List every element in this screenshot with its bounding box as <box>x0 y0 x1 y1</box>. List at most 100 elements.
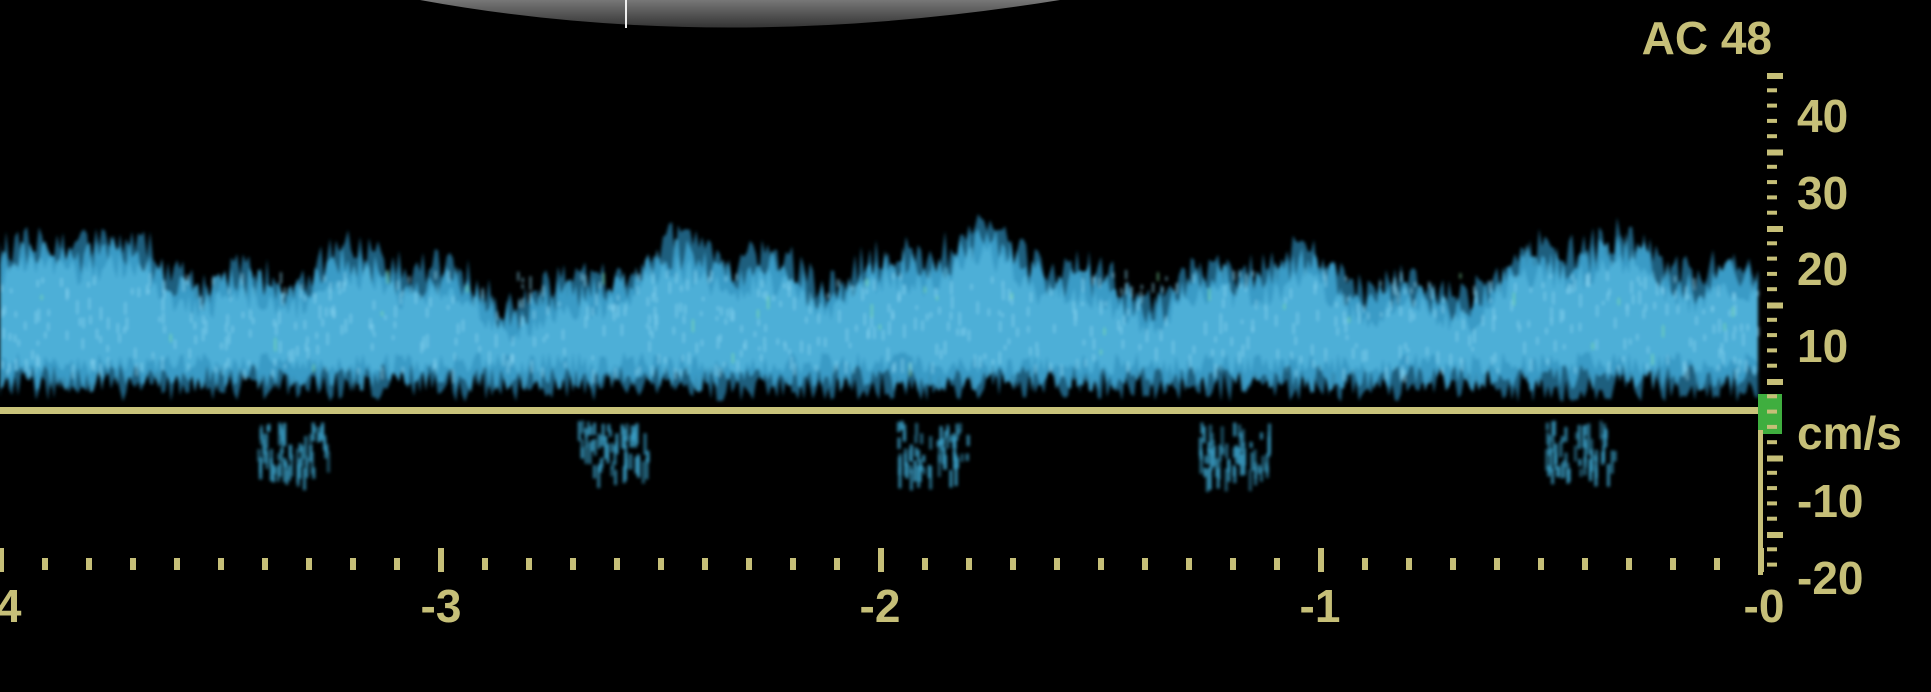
reverse-flow <box>1224 468 1228 492</box>
velocity-tick <box>1767 440 1777 445</box>
spectrum-speckle <box>323 275 326 282</box>
spectrum-speckle <box>788 349 791 355</box>
reverse-flow <box>615 441 619 452</box>
spectrum-speckle <box>1473 329 1476 343</box>
spectrum-speckle <box>1292 323 1295 335</box>
reverse-flow <box>323 438 327 452</box>
spectrum-speckle <box>1574 367 1577 374</box>
velocity-tick <box>1767 271 1777 276</box>
spectrum-speckle <box>870 315 873 328</box>
spectrum-speckle <box>220 342 223 350</box>
spectrum-speckle <box>1629 338 1632 345</box>
spectrum-speckle <box>1238 351 1241 364</box>
spectrum-speckle <box>1753 366 1756 374</box>
spectrum-speckle <box>303 320 306 330</box>
spectrum-speckle <box>72 364 75 379</box>
reverse-flow <box>608 429 612 437</box>
spectrum-speckle <box>740 325 743 333</box>
spectrum-speckle <box>608 304 611 310</box>
spectrum-speckle <box>231 325 234 333</box>
spectrum-speckle <box>1407 348 1409 353</box>
velocity-tick <box>1767 88 1777 93</box>
spectrum-speckle <box>649 326 652 335</box>
spectrum-speckle <box>546 306 549 315</box>
spectrum-speckle <box>381 367 384 380</box>
spectrum-speckle <box>543 337 546 343</box>
reverse-flow <box>953 437 957 461</box>
spectrum-speckle <box>1001 280 1004 289</box>
spectrum-speckle <box>1722 351 1725 365</box>
velocity-tick <box>1767 348 1777 353</box>
spectrum-speckle <box>1357 303 1360 313</box>
spectrum-speckle <box>1683 363 1686 377</box>
spectrum-speckle <box>898 291 901 301</box>
spectrum-speckle <box>963 327 966 336</box>
spectrum-speckle <box>1090 326 1093 337</box>
spectrum-speckle <box>1720 343 1723 353</box>
spectrum-speckle <box>655 297 658 303</box>
reverse-flow <box>310 451 314 475</box>
velocity-tick <box>1767 363 1777 368</box>
reverse-flow <box>953 437 957 449</box>
spectrum-speckle <box>106 345 109 352</box>
spectrum-speckle <box>1334 316 1337 327</box>
spectrum-speckle <box>949 311 952 320</box>
spectrum-speckle <box>546 333 548 339</box>
spectrum-speckle <box>1121 339 1124 349</box>
spectrum-speckle <box>521 284 524 289</box>
spectrum-speckle <box>591 307 594 316</box>
spectrum-speckle <box>296 346 299 357</box>
spectrum-speckle <box>886 347 889 362</box>
spectrum-speckle <box>1653 302 1656 310</box>
reverse-flow <box>1208 424 1212 447</box>
spectrum-speckle <box>800 340 803 353</box>
spectrum-speckle <box>892 364 895 373</box>
reverse-flow <box>260 425 263 445</box>
spectrum-speckle <box>1651 354 1654 366</box>
reverse-flow <box>1232 447 1236 458</box>
spectrum-speckle <box>1573 279 1576 292</box>
spectrum-speckle <box>740 350 743 358</box>
reverse-flow <box>326 451 330 473</box>
spectrum-speckle <box>1027 306 1030 317</box>
reverse-flow <box>1549 448 1553 472</box>
spectrum-speckle <box>1596 304 1599 317</box>
spectrum-speckle <box>542 285 545 297</box>
spectrum-speckle <box>599 282 602 289</box>
reverse-flow <box>1587 423 1591 439</box>
spectrum-speckle <box>998 310 1001 316</box>
spectrum-speckle <box>1728 309 1731 317</box>
reverse-flow <box>257 449 261 462</box>
spectrum-speckle <box>1493 315 1496 320</box>
velocity-tick <box>1767 424 1777 429</box>
spectrum-speckle <box>393 321 396 329</box>
spectrum-speckle <box>888 303 890 313</box>
spectrum-speckle <box>793 297 796 311</box>
spectrum-speckle <box>1081 301 1084 306</box>
time-tick <box>130 558 136 570</box>
reverse-flow <box>960 453 964 462</box>
spectrum-speckle <box>1379 281 1382 286</box>
spectrum-speckle <box>1718 348 1721 359</box>
spectrum-speckle <box>1518 325 1521 332</box>
spectrum-speckle <box>679 369 682 377</box>
spectrum-speckle <box>1265 307 1268 320</box>
reverse-flow <box>1547 435 1551 456</box>
reverse-flow <box>943 448 946 470</box>
spectrum-speckle <box>817 313 820 324</box>
time-tick <box>1538 558 1544 570</box>
spectrum-speckle <box>14 311 17 318</box>
spectrum-speckle <box>809 306 812 314</box>
spectrum-speckle <box>958 312 961 326</box>
spectrum-speckle <box>1400 272 1403 282</box>
reverse-flow <box>635 423 639 445</box>
spectrum-speckle <box>683 315 686 324</box>
time-tick <box>438 548 444 572</box>
spectrum-speckle <box>134 347 137 359</box>
spectrum-speckle <box>475 333 478 343</box>
spectrum-speckle <box>182 278 185 292</box>
spectrum-speckle <box>1264 304 1267 310</box>
spectrum-speckle <box>24 321 27 330</box>
reverse-flow <box>1577 425 1581 449</box>
